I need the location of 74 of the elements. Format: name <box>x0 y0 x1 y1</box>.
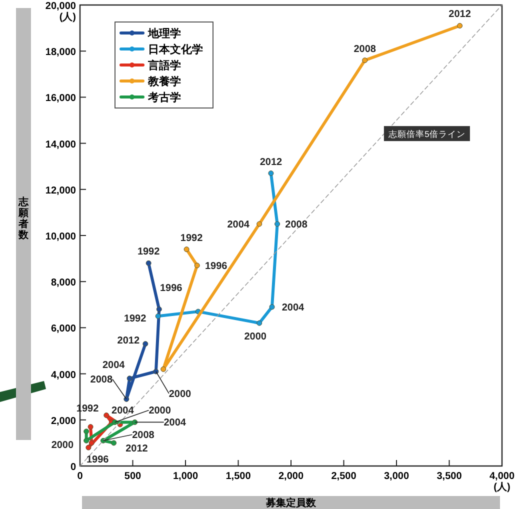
annotation: 2008 <box>132 430 155 442</box>
x-tick-label: 3,000 <box>384 471 410 482</box>
point <box>274 221 280 227</box>
point <box>194 262 200 268</box>
annotation: 2004 <box>282 302 305 314</box>
point <box>146 260 152 266</box>
x-tick-label: 2,000 <box>278 471 304 482</box>
point <box>86 444 92 450</box>
annotation: 2000 <box>244 332 267 343</box>
annotation: 1996 <box>204 260 228 272</box>
annotation: 1992 <box>180 232 204 244</box>
annotation: 2000 <box>168 388 192 400</box>
x-axis-title: 募集定員数 <box>265 497 317 509</box>
x-tick-label: 0 <box>77 471 84 482</box>
point <box>269 304 275 310</box>
legend-label: 教養学 <box>147 75 181 88</box>
point <box>256 320 262 326</box>
point <box>457 22 463 28</box>
annotation: 1996 <box>160 282 183 294</box>
annotation: 2012 <box>126 443 148 454</box>
legend-label: 考古学 <box>147 91 181 104</box>
point <box>184 246 190 252</box>
annotation: 1992 <box>124 314 147 325</box>
annotation: 2012 <box>260 156 283 168</box>
y-axis-title: 志願者数 <box>18 196 30 241</box>
annotation: 1992 <box>137 246 160 258</box>
annotation: 2004 <box>102 360 126 371</box>
point <box>88 424 94 430</box>
y-tick-label: 18,000 <box>45 47 76 58</box>
x-tick-label: 1,000 <box>172 471 198 482</box>
x-tick-label: 4,000 (人) <box>489 471 515 493</box>
annotation: 1996 <box>86 454 110 466</box>
annotation: 2012 <box>448 9 472 20</box>
annotation: 2008 <box>354 44 376 55</box>
point <box>84 438 90 444</box>
y-tick-label: 6,000 <box>50 324 76 335</box>
point <box>155 313 161 319</box>
point <box>84 428 90 434</box>
annotation: 2008 <box>90 374 113 386</box>
y-tick-label: 4,000 <box>50 370 76 381</box>
y-tick-label: 16,000 <box>45 93 76 104</box>
annotation: 2012 <box>117 335 140 346</box>
point <box>362 58 368 64</box>
annotation: 2004 <box>227 219 250 230</box>
y-tick-label: 8,000 <box>50 278 76 289</box>
y-tick-label: 2,000 <box>50 416 76 427</box>
series-label: 志願倍率5倍ライン <box>388 129 466 140</box>
x-tick-label: 1,500 <box>226 471 252 482</box>
point <box>256 221 262 227</box>
point <box>111 440 117 446</box>
x-tick-label: 2,500 <box>331 471 357 482</box>
annotation: 2004 <box>164 418 186 429</box>
y-tick-label: 12,000 <box>45 185 76 196</box>
annotation: 2004 <box>112 406 134 417</box>
annotation: 2008 <box>285 219 308 230</box>
point <box>268 170 274 176</box>
x-tick-label: 500 <box>124 471 142 482</box>
annotation: 2000 <box>148 406 172 417</box>
point <box>104 412 110 418</box>
y-tick-label: 20,000 (人) <box>45 1 76 23</box>
legend-label: 言語学 <box>147 59 181 72</box>
x-tick-label: 3,500 <box>436 471 462 482</box>
y-tick-label: 14,000 <box>45 139 76 150</box>
annotation: 2000 <box>51 440 74 452</box>
point <box>160 366 166 372</box>
y-tick-label: 10,000 <box>45 232 76 242</box>
y-tick-label: 0 <box>70 462 76 473</box>
legend-label: 地理学 <box>147 27 181 40</box>
point <box>132 419 138 425</box>
point <box>88 440 94 446</box>
point <box>156 306 162 312</box>
point <box>142 341 148 347</box>
legend-label: 日本文化学 <box>148 43 203 56</box>
point <box>126 376 132 382</box>
